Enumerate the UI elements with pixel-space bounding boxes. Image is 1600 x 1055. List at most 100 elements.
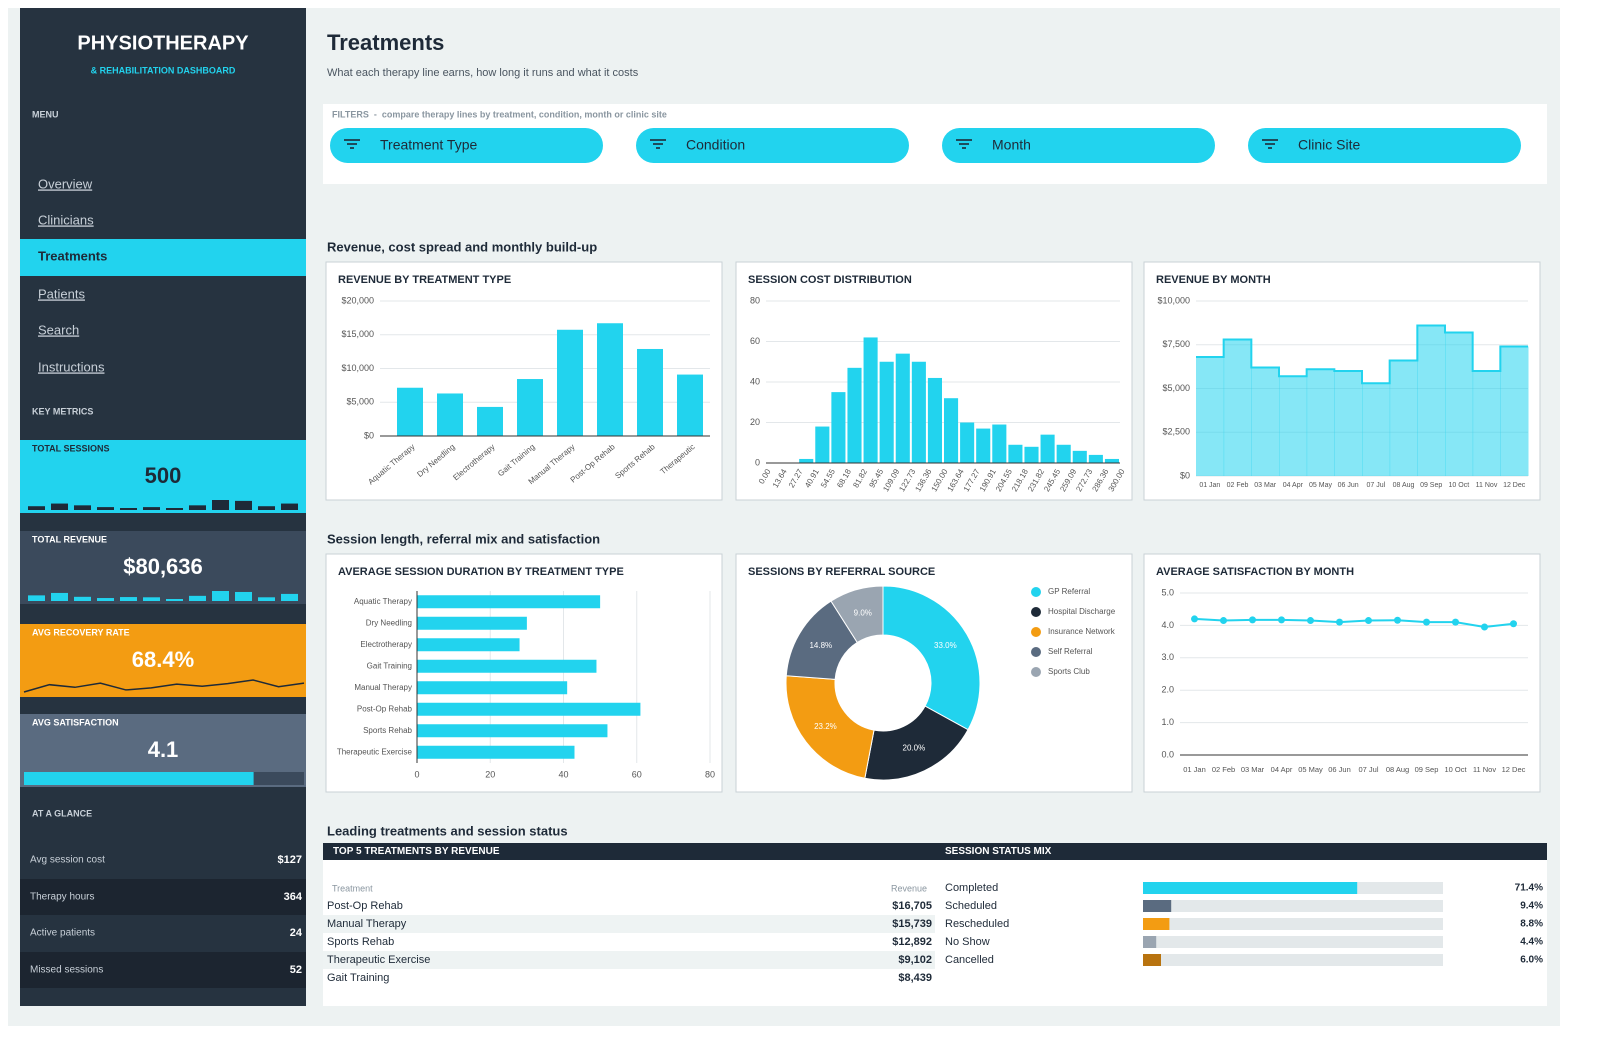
kpi-card (20, 624, 306, 697)
y-tick-label: 4.0 (1161, 620, 1174, 630)
status-bar (1143, 936, 1157, 948)
status-value: 9.4% (1520, 901, 1543, 912)
filter-text[interactable]: Month (992, 137, 1031, 153)
glance-row (20, 952, 306, 988)
histogram-bar (992, 424, 1007, 463)
bar (397, 387, 423, 436)
chart-card (1143, 553, 1541, 793)
bar (437, 393, 463, 436)
bar (417, 616, 527, 630)
spark-bar (281, 503, 298, 510)
y-tick-label: Manual Therapy (354, 683, 412, 692)
table-cell: $8,439 (898, 972, 932, 984)
line-point (1510, 620, 1517, 628)
menu-label: MENU (32, 109, 59, 119)
menu-item[interactable]: Overview (38, 176, 93, 191)
bar (417, 702, 641, 716)
bar (677, 374, 703, 436)
area-segment (1362, 383, 1391, 476)
y-tick-label: Electrotherapy (360, 640, 412, 649)
y-tick-label: 40 (750, 376, 760, 386)
area-segment (1445, 332, 1474, 476)
menu-item[interactable]: Search (38, 322, 79, 337)
area-segment (1472, 371, 1501, 476)
status-value: 71.4% (1515, 883, 1543, 894)
table-cell: $16,705 (892, 900, 932, 912)
histogram-bar (1040, 434, 1055, 463)
y-tick-label: $15,000 (341, 329, 374, 339)
x-tick-label: 06 Jun (1328, 765, 1351, 774)
filter-pill[interactable] (1248, 128, 1521, 163)
spark-bar (120, 508, 137, 510)
y-tick-label: $10,000 (1157, 295, 1190, 305)
y-tick-label: 0.0 (1161, 749, 1174, 759)
filter-pill[interactable] (330, 128, 603, 163)
line-point (1423, 618, 1430, 626)
x-tick-label: 20 (485, 769, 495, 779)
glance-value: 24 (290, 927, 303, 939)
x-tick-label: 10 Oct (1449, 482, 1470, 489)
line-point (1191, 615, 1198, 623)
pie-slice (882, 585, 981, 731)
menu-item[interactable]: Clinicians (38, 212, 94, 227)
status-bar (1143, 918, 1170, 930)
legend-label: GP Referral (1048, 587, 1090, 596)
bar (477, 406, 503, 436)
x-tick-label: 12 Dec (1503, 482, 1526, 489)
filter-pill[interactable] (636, 128, 909, 163)
spark-bar (143, 597, 160, 601)
legend-swatch (1031, 647, 1041, 657)
histogram-bar (976, 428, 991, 463)
x-tick-label: 0 (414, 769, 419, 779)
menu-item[interactable]: Instructions (38, 359, 105, 374)
page-subtitle: What each therapy line earns, how long i… (327, 67, 639, 79)
spark-bar (189, 505, 206, 510)
glance-value: 52 (290, 964, 302, 976)
x-tick-label: 10 Oct (1444, 765, 1467, 774)
filter-label: FILTERS - compare therapy lines by treat… (332, 109, 667, 119)
spark-bar (258, 597, 275, 601)
spark-bar (28, 595, 45, 601)
filter-text[interactable]: Clinic Site (1298, 137, 1360, 153)
legend-label: Hospital Discharge (1048, 607, 1116, 616)
x-tick-label: 01 Jan (1199, 482, 1220, 489)
histogram-bar (927, 377, 942, 463)
area-segment (1306, 369, 1335, 476)
status-value: 6.0% (1520, 955, 1543, 966)
status-label: Completed (945, 882, 998, 894)
sidebar-title: PHYSIOTHERAPY (77, 32, 249, 54)
histogram-bar (815, 426, 830, 463)
kpi-card (20, 531, 306, 604)
slice-label: 14.8% (809, 641, 832, 650)
menu-item[interactable]: Treatments (38, 248, 107, 263)
x-tick-label: 01 Jan (1183, 765, 1206, 774)
kpi-label: TOTAL SESSIONS (32, 443, 110, 453)
area-segment (1500, 346, 1529, 476)
y-tick-label: 0 (755, 457, 760, 467)
chart-title: SESSIONS BY REFERRAL SOURCE (748, 566, 935, 578)
line-point (1278, 616, 1285, 624)
x-tick-label: 05 May (1298, 765, 1323, 774)
y-tick-label: Aquatic Therapy (354, 597, 412, 606)
y-tick-label: 5.0 (1161, 587, 1174, 597)
kpi-value: 68.4% (132, 647, 194, 672)
histogram-bar (960, 422, 975, 463)
filter-text[interactable]: Treatment Type (380, 137, 477, 153)
slice-label: 33.0% (934, 641, 957, 650)
slice-label: 23.2% (814, 722, 837, 731)
spark-bar (212, 591, 229, 601)
spark-bar (235, 591, 252, 601)
bar (517, 379, 543, 436)
slice-label: 20.0% (903, 744, 926, 753)
filter-text[interactable]: Condition (686, 137, 745, 153)
filter-pill[interactable] (942, 128, 1215, 163)
histogram-bar (847, 367, 862, 463)
line-point (1365, 617, 1372, 625)
progress-fill (24, 772, 254, 785)
menu-item[interactable]: Patients (38, 286, 85, 301)
status-label: No Show (945, 936, 990, 948)
histogram-bar (895, 353, 910, 463)
bar (417, 638, 520, 652)
chart-title: AVERAGE SATISFACTION BY MONTH (1156, 566, 1354, 578)
